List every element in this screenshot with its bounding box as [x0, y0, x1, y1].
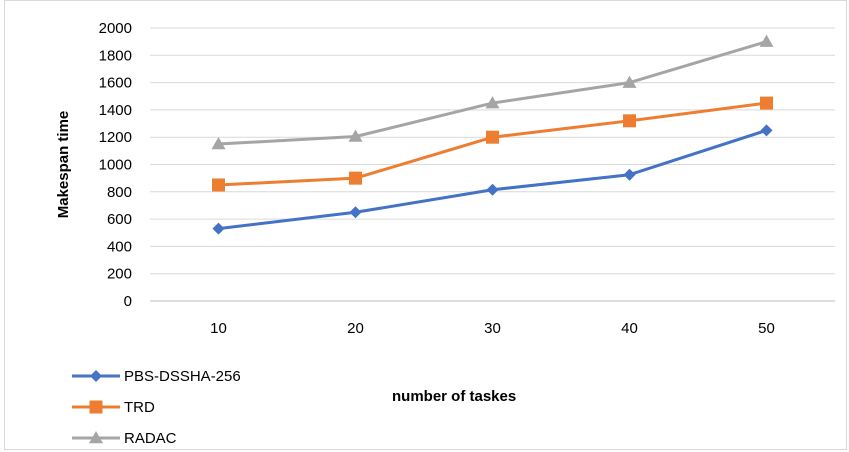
data-point — [486, 183, 499, 196]
series-line — [218, 40, 767, 146]
legend: PBS-DSSHA-256 TRD RADAC — [72, 368, 241, 447]
series-pbs-dssha-256 — [212, 124, 773, 235]
gridlines — [150, 27, 835, 275]
legend-marker — [89, 431, 103, 444]
y-tick-label: 1800 — [99, 47, 132, 64]
data-point — [349, 206, 362, 219]
legend-item: PBS-DSSHA-256 — [72, 368, 241, 385]
data-point — [212, 222, 225, 235]
legend-label: PBS-DSSHA-256 — [124, 368, 241, 385]
data-point — [623, 114, 636, 128]
chart-frame — [4, 0, 847, 450]
data-point — [348, 129, 363, 142]
series-line — [218, 101, 767, 187]
y-tick-label: 1400 — [99, 102, 132, 119]
legend-label: RADAC — [124, 430, 177, 447]
y-tick-label: 600 — [107, 211, 132, 228]
x-tick-label: 30 — [484, 320, 501, 337]
series-radac — [211, 34, 774, 150]
y-tick-label: 1200 — [99, 129, 132, 146]
data-point — [349, 171, 362, 185]
data-point — [486, 130, 499, 144]
y-tick-label: 1000 — [99, 157, 132, 174]
legend-marker — [89, 400, 103, 414]
x-tick-label: 10 — [210, 320, 227, 337]
data-point — [759, 34, 774, 47]
y-tick-label: 0 — [124, 293, 132, 310]
y-axis-title: Makespan time — [55, 111, 72, 219]
legend-item: TRD — [72, 399, 155, 416]
legend-marker — [90, 370, 102, 382]
data-point — [622, 75, 637, 88]
x-tick-label: 40 — [621, 320, 638, 337]
x-axis-title: number of taskes — [392, 388, 516, 405]
legend-label: TRD — [124, 399, 155, 416]
y-tick-label: 800 — [107, 184, 132, 201]
data-point — [760, 96, 773, 110]
x-tick-label: 20 — [347, 320, 364, 337]
y-tick-label: 1600 — [99, 75, 132, 92]
series-group — [211, 34, 774, 235]
y-tick-label: 200 — [107, 266, 132, 283]
y-tick-label: 400 — [107, 238, 132, 255]
series-trd — [212, 96, 773, 192]
x-tick-label: 50 — [758, 320, 775, 337]
data-point — [211, 137, 226, 150]
data-point — [760, 124, 773, 137]
data-point — [212, 178, 225, 192]
data-point — [485, 96, 500, 109]
y-tick-label: 2000 — [99, 20, 132, 37]
data-point — [623, 168, 636, 181]
x-tick-labels: 10 20 30 40 50 — [210, 320, 775, 337]
y-tick-labels: 0 200 400 600 800 1000 1200 1400 1600 1800 2000 — [99, 20, 132, 310]
legend-item: RADAC — [72, 430, 177, 447]
